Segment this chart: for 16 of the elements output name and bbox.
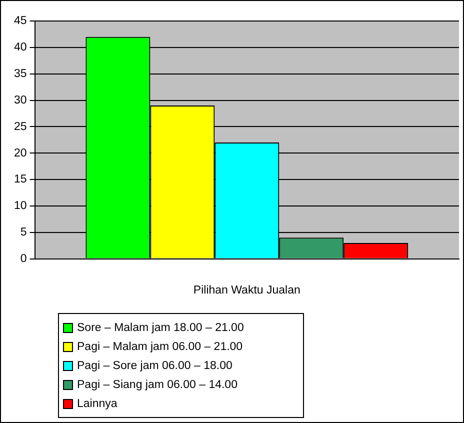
y-tick-label: 5 <box>20 226 27 239</box>
y-tick-label: 20 <box>14 147 27 160</box>
y-tick-label: 30 <box>14 94 27 106</box>
y-tick-label: 40 <box>14 42 27 54</box>
legend-label: Sore – Malam jam 18.00 – 21.00 <box>77 322 244 334</box>
y-tick-label: 0 <box>20 252 27 265</box>
x-axis-title: Pilihan Waktu Jualan <box>193 284 300 296</box>
legend-label: Pagi – Siang jam 06.00 – 14.00 <box>77 378 238 390</box>
legend-label: Pagi – Sore jam 06.00 – 18.00 <box>77 360 232 372</box>
legend-label: Pagi – Malam jam 06.00 – 21.00 <box>77 340 243 352</box>
y-tick-label: 35 <box>14 68 27 80</box>
y-tick-label: 15 <box>14 174 27 186</box>
y-tick-label: 25 <box>14 120 27 133</box>
legend-label: Lainnya <box>77 398 118 410</box>
y-tick-label: 10 <box>14 200 27 212</box>
y-tick-label: 45 <box>14 15 27 28</box>
